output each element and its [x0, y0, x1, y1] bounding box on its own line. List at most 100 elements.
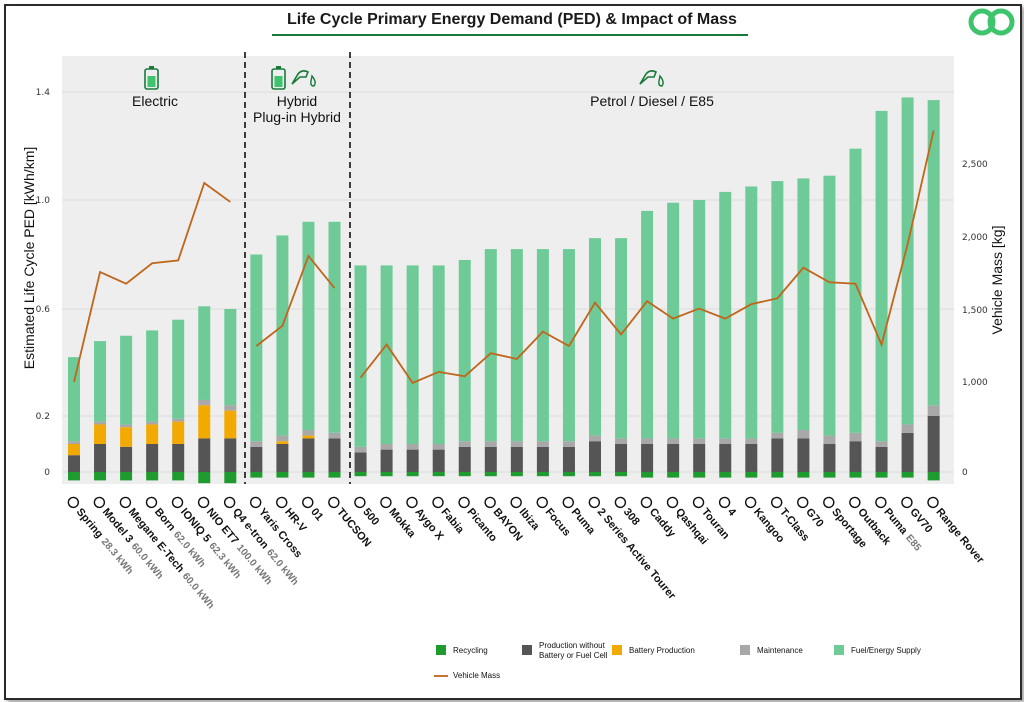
bar-segment-production — [432, 449, 445, 472]
hyundai-logo — [484, 496, 496, 509]
bar-segment-production — [146, 444, 159, 472]
bar-segment-fuel — [276, 235, 289, 436]
bar-segment-production — [406, 449, 419, 472]
bar-segment-fuel — [719, 191, 732, 439]
category-sub: E85 — [903, 533, 923, 554]
bar-segment-maintenance — [875, 441, 888, 447]
dacia-logo — [67, 496, 80, 509]
category-name: Focus — [543, 506, 573, 539]
bar-segment-recycling — [94, 472, 107, 481]
bar-segment-recycling — [276, 472, 289, 478]
y-tick-label: 0.2 — [36, 412, 50, 422]
category-label: Focus — [536, 496, 573, 539]
bar-segment-maintenance — [380, 444, 393, 450]
bar-segment-fuel — [302, 221, 315, 430]
peugeot-logo — [614, 496, 627, 509]
bar-segment-maintenance — [849, 432, 862, 442]
bar-stack — [458, 259, 471, 477]
fuel-nozzle-icon — [639, 70, 664, 87]
legend-swatch — [436, 645, 446, 655]
bar-segment-maintenance — [693, 438, 706, 444]
bar-segment-production — [667, 444, 680, 472]
bar-segment-production — [771, 438, 784, 472]
opel-logo — [380, 496, 392, 509]
bar-segment-maintenance — [94, 421, 107, 425]
y2-tick-label: 2,000 — [962, 233, 988, 243]
bar-segment-production — [328, 438, 341, 472]
bar-segment-maintenance — [615, 438, 628, 444]
bar-segment-fuel — [406, 265, 419, 444]
bar-segment-production — [693, 444, 706, 472]
bar-segment-fuel — [536, 249, 549, 442]
bar-segment-production — [68, 455, 80, 472]
bar-stack — [276, 235, 289, 478]
bar-segment-recycling — [797, 472, 810, 478]
bar-segment-maintenance — [302, 430, 315, 436]
bar-segment-production — [458, 446, 471, 472]
renault-logo — [119, 496, 132, 509]
category-name: Mokka — [386, 506, 418, 541]
category-name: 4 — [725, 506, 739, 519]
renault-logo — [744, 496, 757, 509]
bar-segment-maintenance — [589, 435, 601, 442]
vehicle-mass-line — [359, 130, 935, 385]
legend-label: Vehicle Mass — [453, 671, 500, 680]
bar-segment-maintenance — [458, 441, 471, 447]
bar-segment-fuel — [875, 110, 888, 442]
bar-segment-production — [250, 446, 263, 472]
vw-logo — [640, 496, 653, 509]
bar-segment-battery — [276, 441, 289, 444]
bar-segment-recycling — [224, 472, 237, 484]
category-name: Range Rover — [933, 506, 986, 566]
bar-segment-maintenance — [276, 435, 289, 442]
y2-tick-label: 0 — [962, 468, 968, 478]
cupra-logo — [145, 496, 158, 509]
seat-logo — [510, 496, 522, 509]
bar-segment-recycling — [823, 472, 836, 478]
landrover-logo — [927, 496, 939, 509]
toyota-logo — [249, 496, 262, 509]
fiat-logo — [354, 496, 366, 509]
category-label: Range Rover — [927, 496, 987, 566]
bar-segment-recycling — [901, 472, 914, 478]
bar-stack — [68, 357, 80, 481]
category-label: Mokka — [380, 496, 418, 541]
category-label: Picanto — [458, 496, 499, 544]
bar-segment-production — [224, 438, 237, 472]
bar-segment-recycling — [302, 472, 315, 478]
y2-axis-title: Vehicle Mass [kg] — [989, 226, 1005, 335]
bar-segment-production — [745, 444, 758, 472]
y-tick-label: 0.6 — [36, 305, 51, 315]
category-label: Sportage — [823, 496, 869, 550]
bar-segment-fuel — [94, 341, 107, 422]
bar-segment-maintenance — [224, 405, 237, 411]
bar-segment-maintenance — [901, 424, 914, 433]
bar-stack — [641, 210, 654, 478]
bar-segment-recycling — [849, 472, 862, 478]
bar-segment-maintenance — [927, 405, 940, 416]
bar-segment-maintenance — [146, 421, 159, 425]
bar-segment-fuel — [146, 330, 159, 422]
bar-segment-fuel — [927, 100, 940, 406]
bar-segment-fuel — [172, 319, 185, 419]
bar-stack — [719, 191, 732, 478]
bar-segment-production — [94, 444, 107, 472]
bar-segment-maintenance — [406, 444, 419, 450]
section-label-plugin-hybrid: Plug-in Hybrid — [253, 109, 341, 125]
bar-segment-recycling — [510, 472, 523, 477]
honda-logo — [276, 496, 288, 509]
bar-stack — [172, 319, 185, 481]
bar-segment-battery — [302, 435, 315, 439]
bar-stack — [693, 200, 706, 478]
category-name: G70 — [803, 506, 826, 530]
bar-segment-recycling — [354, 472, 367, 477]
bar-stack — [927, 100, 940, 481]
bar-segment-maintenance — [250, 441, 263, 447]
bar-segment-production — [562, 446, 575, 472]
bar-segment-battery — [146, 424, 159, 444]
bar-segment-battery — [68, 444, 80, 456]
